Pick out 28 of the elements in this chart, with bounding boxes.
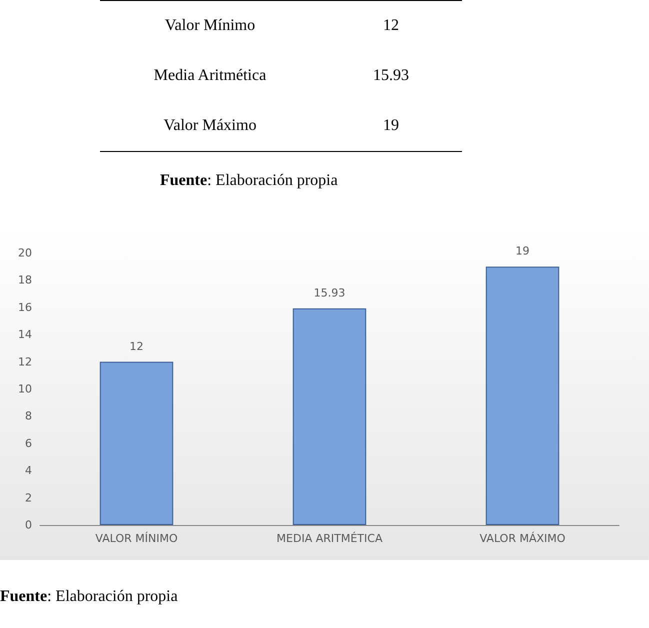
text: Media Aritmética <box>152 67 268 85</box>
data-label: 12 <box>130 340 144 353</box>
y-tick-label: 10 <box>18 382 32 396</box>
source-note: Fuente: Elaboración propia <box>0 588 178 606</box>
data-label: 19 <box>516 244 530 258</box>
x-tick-label: VALOR MÍNIMO <box>95 531 178 545</box>
text: 12 <box>382 17 400 35</box>
text: 19 <box>382 117 400 135</box>
bar <box>486 266 560 525</box>
y-tick-label: 2 <box>25 491 32 504</box>
y-tick-label: 4 <box>25 464 32 478</box>
bar <box>100 362 174 525</box>
text: Valor Máximo <box>162 117 258 135</box>
y-tick-label: 14 <box>18 328 32 342</box>
x-tick-label: VALOR MÁXIMO <box>480 531 566 545</box>
source-note: Fuente: Elaboración propia <box>160 172 338 190</box>
bar <box>292 308 366 525</box>
y-tick-label: 18 <box>18 274 32 287</box>
y-tick-label: 0 <box>25 518 32 532</box>
y-tick-label: 20 <box>18 246 32 260</box>
data-label: 15.93 <box>314 286 346 300</box>
y-tick-label: 8 <box>25 410 32 423</box>
text: 15.93 <box>372 67 410 85</box>
y-tick-label: 16 <box>18 300 32 314</box>
y-tick-label: 12 <box>18 355 32 368</box>
y-tick-label: 6 <box>25 436 32 450</box>
x-tick-label: MEDIA ARITMÉTICA <box>276 531 383 545</box>
text: Valor Mínimo <box>164 17 256 35</box>
